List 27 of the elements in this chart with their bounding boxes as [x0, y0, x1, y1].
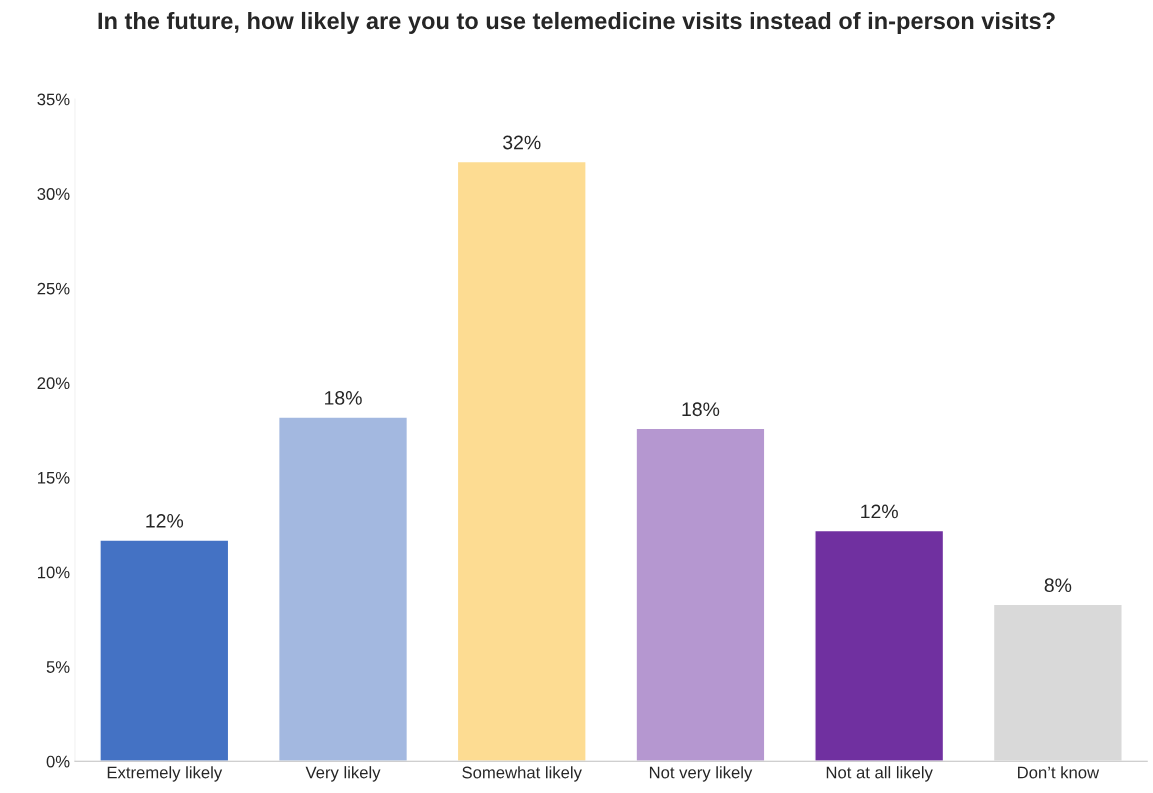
chart-title: In the future, how likely are you to use telemedicine visits instead of in-person visits?: [98, 11, 1055, 34]
y-tick-label: 30%: [37, 188, 70, 200]
data-label: 18%: [325, 391, 362, 405]
data-label: 12%: [146, 513, 184, 528]
y-tick-label: 10%: [38, 566, 70, 579]
x-tick-label: Don’t know: [1018, 766, 1100, 779]
bar: [277, 416, 409, 762]
data-label: 12%: [861, 504, 898, 519]
x-tick-label: Extremely likely: [107, 766, 223, 782]
bar: [456, 160, 587, 762]
y-tick-label: 25%: [37, 282, 70, 295]
bar: [814, 529, 945, 762]
x-tick-label: Somewhat likely: [462, 766, 582, 782]
y-tick-label: 0%: [46, 755, 70, 768]
bar: [992, 603, 1123, 762]
bar: [635, 427, 766, 762]
x-tick-label: Very likely: [305, 766, 381, 782]
y-tick-label: 35%: [37, 93, 70, 106]
y-tick-label: 20%: [37, 377, 70, 390]
data-label: 32%: [503, 135, 541, 150]
data-label: 18%: [682, 402, 720, 417]
y-tick-label: 5%: [46, 661, 70, 673]
x-tick-label: Not very likely: [649, 766, 753, 782]
data-label: 8%: [1044, 578, 1072, 593]
y-tick-label: 15%: [38, 471, 70, 484]
x-tick-label: Not at all likely: [826, 766, 933, 782]
bar: [99, 539, 230, 762]
